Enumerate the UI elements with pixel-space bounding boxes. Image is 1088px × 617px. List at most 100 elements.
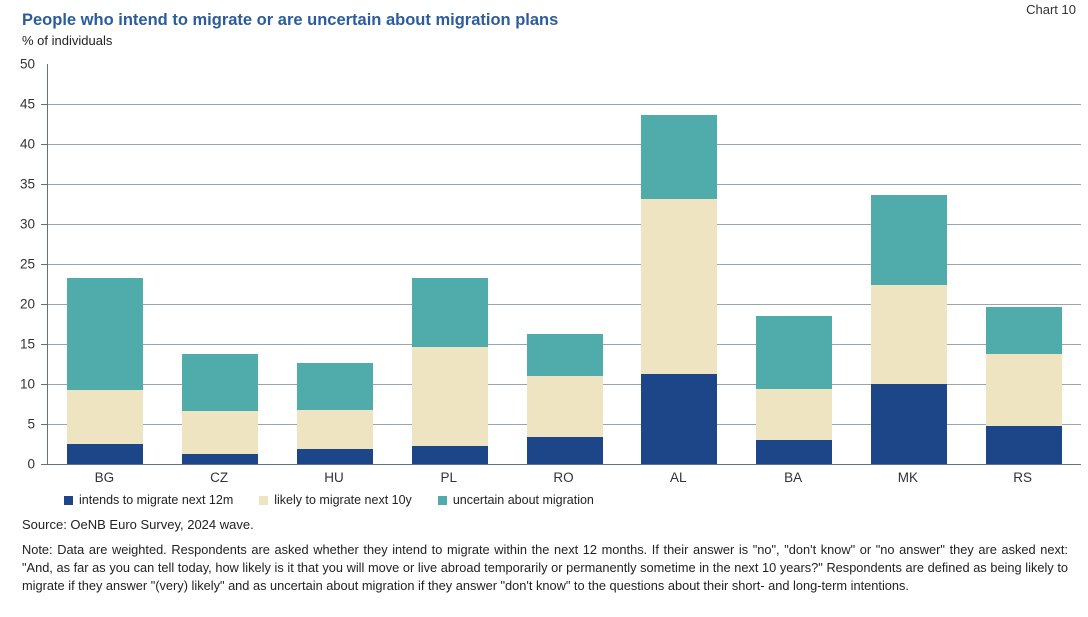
x-axis-label-AL: AL — [670, 470, 687, 485]
y-axis-label-50: 50 — [19, 56, 35, 72]
bar-segment-HU-series0 — [296, 448, 373, 464]
x-axis-label-RS: RS — [1013, 470, 1033, 485]
bar-segment-AL-series0 — [641, 374, 718, 464]
bar-column-HU — [278, 64, 393, 464]
legend-label: uncertain about migration — [452, 493, 594, 507]
note-text: Note: Data are weighted. Respondents are… — [22, 542, 1068, 594]
y-tick-0 — [41, 463, 47, 465]
bar-segment-CZ-series2 — [182, 354, 259, 412]
y-axis-label-35: 35 — [19, 176, 35, 192]
y-tick-20 — [41, 303, 47, 305]
y-axis-label-15: 15 — [19, 336, 35, 352]
y-tick-45 — [41, 103, 47, 105]
bar-segment-CZ-series0 — [182, 454, 259, 464]
chart-title: People who intend to migrate or are unce… — [22, 11, 559, 29]
legend-item-0: intends to migrate next 12m — [64, 493, 233, 507]
y-tick-5 — [41, 423, 47, 425]
bar-segment-AL-series2 — [641, 115, 718, 200]
bar-column-MK — [851, 64, 966, 464]
x-axis-label-BG: BG — [94, 470, 115, 485]
bar-segment-BA-series2 — [756, 316, 833, 389]
source-text: Source: OeNB Euro Survey, 2024 wave. — [22, 517, 254, 532]
bar-segment-CZ-series1 — [182, 411, 259, 455]
bar-stack-BG — [67, 278, 144, 464]
bar-segment-BA-series0 — [756, 440, 833, 464]
x-axis-label-CZ: CZ — [210, 470, 229, 485]
y-tick-40 — [41, 143, 47, 145]
bar-segment-RO-series1 — [526, 376, 603, 437]
bar-stack-MK — [870, 195, 947, 464]
y-axis-label-25: 25 — [19, 256, 35, 272]
bar-segment-HU-series2 — [296, 363, 373, 411]
y-axis-label-45: 45 — [19, 96, 35, 112]
bar-segment-PL-series1 — [411, 347, 488, 447]
x-axis-label-MK: MK — [897, 470, 918, 485]
y-axis-label-0: 0 — [27, 456, 35, 472]
legend-item-1: likely to migrate next 10y — [259, 493, 412, 507]
y-tick-25 — [41, 263, 47, 265]
y-axis-label-40: 40 — [19, 136, 35, 152]
bar-segment-BG-series0 — [67, 444, 144, 464]
gridline-20 — [48, 303, 1081, 305]
gridline-45 — [48, 103, 1081, 105]
plot-area — [41, 64, 1081, 465]
legend-swatch-icon — [64, 495, 73, 505]
bar-segment-RO-series0 — [526, 436, 603, 464]
bar-segment-MK-series2 — [870, 195, 947, 285]
bar-segment-RS-series1 — [985, 354, 1062, 427]
bar-stack-CZ — [182, 354, 259, 464]
bar-column-BA — [737, 64, 852, 464]
bar-segment-AL-series1 — [641, 199, 718, 375]
x-axis-label-RO: RO — [553, 470, 574, 485]
chart-subtitle: % of individuals — [22, 33, 113, 48]
legend-swatch-icon — [259, 495, 269, 505]
x-axis-labels: BG CZ HU PL RO AL BA MK RS — [47, 470, 1080, 485]
legend-swatch-icon — [437, 495, 447, 505]
bar-segment-BG-series2 — [67, 278, 144, 390]
x-axis-label-HU: HU — [324, 470, 344, 485]
bar-stack-PL — [411, 277, 488, 464]
legend: intends to migrate next 12m likely to mig… — [64, 493, 594, 507]
gridline-35 — [48, 183, 1081, 185]
bar-stack-BA — [756, 316, 833, 464]
bar-segment-BG-series1 — [67, 389, 144, 444]
bar-segment-MK-series1 — [870, 284, 947, 384]
y-tick-35 — [41, 183, 47, 185]
y-tick-10 — [41, 383, 47, 385]
bar-stack-RO — [526, 334, 603, 464]
y-axis-label-20: 20 — [19, 296, 35, 312]
bar-segment-RS-series2 — [985, 307, 1062, 355]
chart-number: Chart 10 — [1026, 2, 1076, 17]
bar-segment-MK-series0 — [870, 384, 947, 464]
y-axis-labels: 0 5 10 15 20 25 30 35 40 45 50 — [0, 57, 41, 472]
bar-column-PL — [392, 64, 507, 464]
y-axis-label-10: 10 — [19, 376, 35, 392]
y-axis-label-30: 30 — [19, 216, 35, 232]
bar-segment-HU-series1 — [296, 410, 373, 449]
bar-stack-AL — [641, 115, 718, 464]
bar-column-RO — [507, 64, 622, 464]
legend-item-2: uncertain about migration — [437, 493, 594, 507]
x-axis-label-PL: PL — [440, 470, 457, 485]
bar-series — [48, 64, 1081, 464]
y-tick-30 — [41, 223, 47, 225]
bar-column-AL — [622, 64, 737, 464]
bar-column-CZ — [163, 64, 278, 464]
bar-segment-RS-series0 — [985, 426, 1062, 464]
legend-label: likely to migrate next 10y — [274, 493, 412, 507]
bar-stack-RS — [985, 307, 1062, 464]
gridline-30 — [48, 223, 1081, 225]
y-tick-15 — [41, 343, 47, 345]
bar-segment-PL-series2 — [411, 277, 488, 348]
bar-segment-PL-series0 — [411, 446, 488, 464]
gridline-25 — [48, 263, 1081, 265]
gridline-40 — [48, 143, 1081, 145]
bar-column-RS — [966, 64, 1081, 464]
legend-label: intends to migrate next 12m — [79, 493, 234, 507]
bar-segment-BA-series1 — [756, 388, 833, 440]
bar-stack-HU — [296, 363, 373, 464]
bar-column-BG — [48, 64, 163, 464]
bar-segment-RO-series2 — [526, 334, 603, 377]
x-axis-label-BA: BA — [784, 470, 803, 485]
